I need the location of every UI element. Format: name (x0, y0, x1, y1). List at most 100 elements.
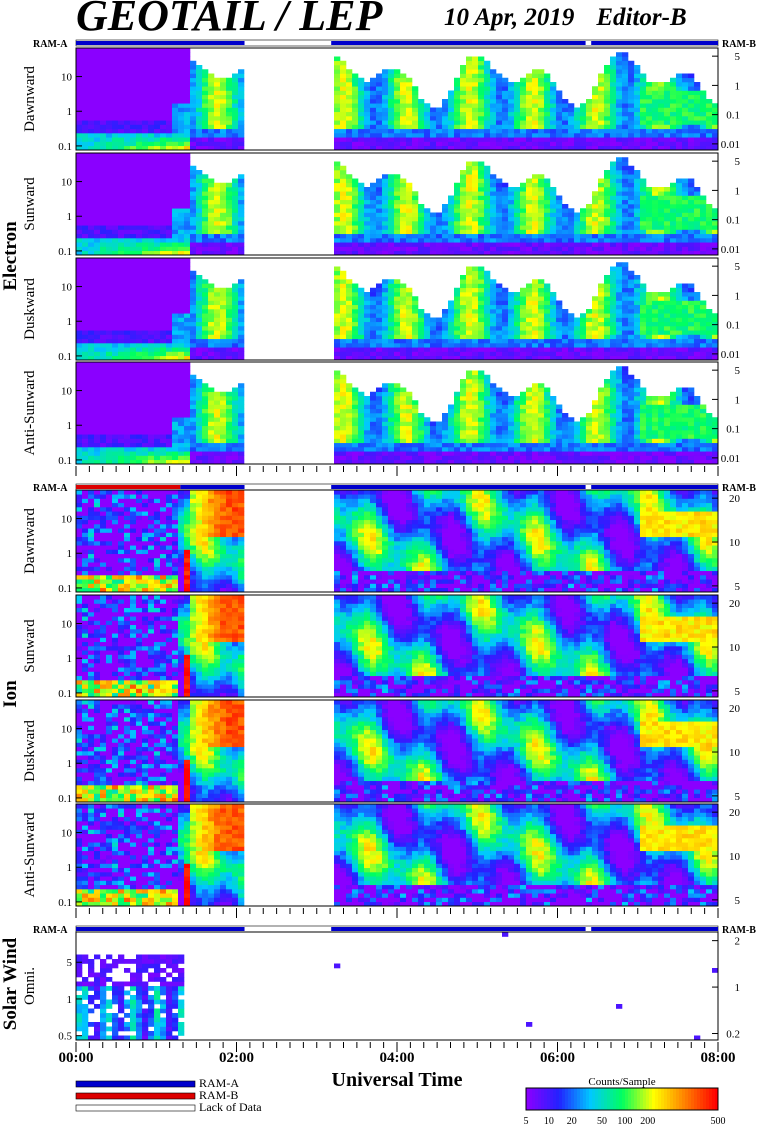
heatmap-cell (628, 120, 634, 125)
heatmap-cell (160, 65, 166, 70)
heatmap-cell (514, 142, 520, 147)
heatmap-cell (88, 112, 94, 117)
heatmap-cell (184, 335, 190, 340)
heatmap-cell (706, 217, 712, 222)
heatmap-cell (622, 162, 628, 167)
heatmap-cell (226, 330, 232, 335)
heatmap-cell (88, 162, 94, 167)
heatmap-cell (454, 238, 460, 243)
heatmap-cell (346, 230, 352, 235)
heatmap-cell (148, 179, 154, 184)
heatmap-cell (604, 234, 610, 239)
heatmap-cell (106, 309, 112, 314)
heatmap-cell (628, 309, 634, 314)
heatmap-cell (100, 213, 106, 218)
heatmap-cell (148, 347, 154, 352)
heatmap-cell (712, 221, 718, 226)
heatmap-cell (484, 326, 490, 331)
heatmap-cell (382, 284, 388, 289)
heatmap-cell (466, 221, 472, 226)
heatmap-cell (382, 103, 388, 108)
heatmap-cell (442, 230, 448, 235)
heatmap-cell (100, 112, 106, 117)
heatmap-cell (166, 99, 172, 104)
heatmap-cell (658, 99, 664, 104)
heatmap-cell (106, 48, 112, 53)
heatmap-cell (670, 91, 676, 96)
heatmap-cell (142, 191, 148, 196)
heatmap-cell (106, 247, 112, 252)
heatmap-cell (76, 326, 82, 331)
heatmap-cell (238, 116, 244, 121)
heatmap-cell (598, 196, 604, 201)
heatmap-cell (100, 322, 106, 327)
heatmap-cell (208, 196, 214, 201)
heatmap-cell (142, 301, 148, 306)
heatmap-cell (676, 137, 682, 142)
heatmap-cell (154, 137, 160, 142)
heatmap-cell (640, 187, 646, 192)
heatmap-cell (610, 313, 616, 318)
heatmap-cell (394, 200, 400, 205)
heatmap-cell (616, 191, 622, 196)
heatmap-cell (142, 103, 148, 108)
heatmap-cell (118, 133, 124, 138)
heatmap-cell (148, 91, 154, 96)
heatmap-cell (502, 330, 508, 335)
heatmap-cell (118, 69, 124, 74)
heatmap-cell (682, 86, 688, 91)
heatmap-cell (340, 116, 346, 121)
heatmap-cell (346, 196, 352, 201)
heatmap-cell (400, 301, 406, 306)
heatmap-cell (118, 61, 124, 66)
heatmap-cell (394, 183, 400, 188)
heatmap-cell (532, 247, 538, 252)
heatmap-cell (394, 142, 400, 147)
heatmap-cell (400, 347, 406, 352)
heatmap-cell (142, 247, 148, 252)
heatmap-cell (550, 187, 556, 192)
heatmap-cell (370, 116, 376, 121)
heatmap-cell (82, 103, 88, 108)
heatmap-cell (622, 99, 628, 104)
heatmap-cell (604, 125, 610, 130)
heatmap-cell (382, 238, 388, 243)
heatmap-cell (196, 204, 202, 209)
heatmap-cell (472, 309, 478, 314)
heatmap-cell (130, 103, 136, 108)
heatmap-cell (502, 208, 508, 213)
heatmap-cell (484, 86, 490, 91)
heatmap-cell (664, 82, 670, 87)
heatmap-cell (442, 99, 448, 104)
heatmap-cell (442, 116, 448, 121)
heatmap-cell (118, 91, 124, 96)
heatmap-cell (232, 225, 238, 230)
heatmap-cell (508, 116, 514, 121)
heatmap-cell (598, 309, 604, 314)
heatmap-cell (220, 112, 226, 117)
heatmap-cell (208, 318, 214, 323)
heatmap-cell (640, 103, 646, 108)
heatmap-cell (382, 125, 388, 130)
heatmap-cell (226, 196, 232, 201)
heatmap-cell (652, 108, 658, 113)
heatmap-cell (544, 225, 550, 230)
heatmap-cell (466, 129, 472, 134)
heatmap-cell (604, 174, 610, 179)
heatmap-cell (178, 187, 184, 192)
heatmap-cell (130, 275, 136, 280)
heatmap-cell (166, 191, 172, 196)
heatmap-cell (340, 74, 346, 79)
heatmap-cell (610, 142, 616, 147)
heatmap-cell (190, 279, 196, 284)
heatmap-cell (112, 339, 118, 344)
heatmap-cell (634, 343, 640, 348)
heatmap-cell (346, 174, 352, 179)
heatmap-cell (616, 343, 622, 348)
heatmap-cell (136, 343, 142, 348)
heatmap-cell (580, 322, 586, 327)
heatmap-cell (370, 112, 376, 117)
heatmap-cell (640, 247, 646, 252)
heatmap-cell (76, 133, 82, 138)
heatmap-cell (94, 275, 100, 280)
